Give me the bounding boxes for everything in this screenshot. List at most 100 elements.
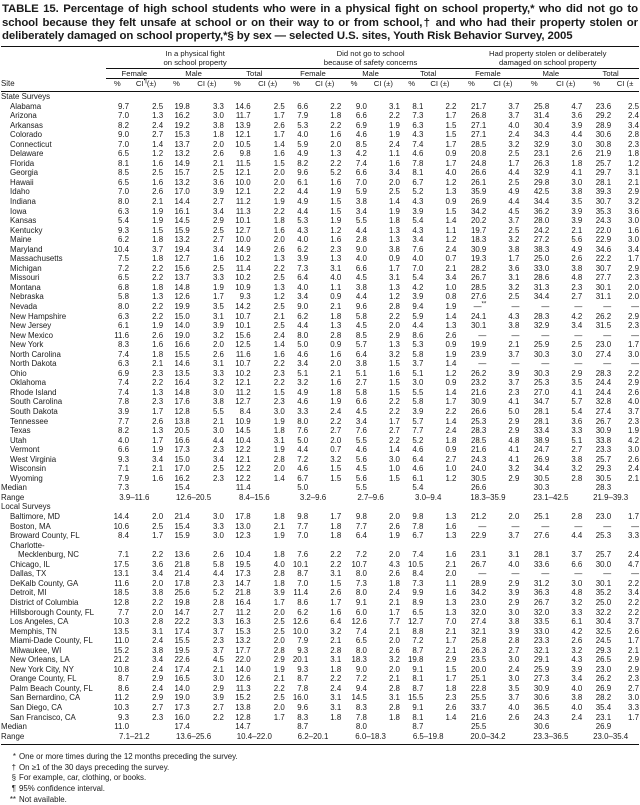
cell-percent-9: — [603, 302, 612, 311]
cell-percent-7: 27.4 [470, 617, 487, 627]
cell-ci-7: 3.8 [508, 321, 520, 331]
cell-ci-7: 3.7 [508, 101, 520, 111]
cell-percent-5: 5.5 [355, 216, 367, 226]
cell-ci-3: 2.5 [273, 273, 285, 283]
cell-percent-5: 7.4 [355, 158, 367, 168]
cell-percent-3: 9.8 [239, 149, 251, 159]
cell-percent-2: 14.4 [174, 196, 190, 206]
cell-ci-4: 1.2 [330, 225, 342, 235]
cell-ci-6: 1.2 [445, 473, 457, 483]
cell-percent-8: 26.7 [533, 597, 550, 607]
cell-percent-3: 14.2 [235, 302, 251, 311]
cell-ci-7: 3.0 [508, 674, 520, 684]
cell-percent-9: 23.0 [595, 512, 612, 522]
cell-ci-8: 3.9 [571, 120, 583, 130]
cell-ci-7: 2.5 [508, 177, 520, 187]
cell-percent-3: 15.6 [235, 330, 251, 340]
cell-ci-8: 3.3 [571, 426, 583, 436]
cell-percent-6: 7.3 [412, 111, 424, 121]
row-site-label: New York [10, 340, 44, 350]
cell-percent-6: 6.3 [412, 120, 424, 130]
cell-percent-5: 7.2 [355, 550, 367, 560]
cell-percent-6: 4.6 [412, 149, 424, 159]
column-header-pct-7: % [467, 79, 475, 89]
cell-ci-2: 3.6 [212, 177, 224, 187]
cell-percent-7: 28.3 [470, 426, 487, 436]
cell-percent-7: 32.0 [470, 607, 487, 617]
table-row: Miami-Dade County, FL 11.0 2.4 15.5 2.3 13.2 2… [1, 636, 639, 646]
cell-percent-6: 5.9 [412, 311, 424, 321]
cell-percent-6: 7.3 [412, 578, 424, 588]
cell-ci-1: 2.3 [152, 712, 164, 722]
cell-percent-7: 20.2 [470, 216, 487, 226]
cell-ci-9: 2.9 [628, 263, 639, 273]
cell-percent-6: 8.6 [412, 330, 424, 340]
cell-ci-7: — [511, 521, 520, 531]
table-title-text: Percentage of high school students who w… [2, 3, 638, 43]
cell-percent-4: 3.4 [297, 292, 309, 302]
group-header-fight-line2: on school property [163, 58, 227, 68]
cell-percent-6: 5.7 [412, 416, 424, 426]
cell-ci-1: 2.0 [152, 578, 164, 588]
cell-ci-3: 1.4 [273, 340, 285, 350]
cell-percent-2: 17.3 [174, 702, 190, 712]
cell-ci-2: 2.6 [212, 550, 224, 560]
cell-percent-1: 17.5 [113, 559, 130, 569]
cell-ci-2: 2.5 [212, 263, 224, 273]
cell-percent-1: 9.0 [118, 130, 130, 140]
cell-ci-3: 3.1 [273, 435, 285, 445]
cell-percent-6: 6.7 [412, 531, 424, 541]
range-value-6: 3.0–9.4 [415, 492, 442, 502]
cell-percent-5: 5.6 [355, 473, 367, 483]
cell-percent-4: 10.1 [292, 559, 309, 569]
cell-percent-9: 28.9 [595, 120, 612, 130]
cell-percent-3: 11.5 [235, 158, 251, 168]
median-value-7 [486, 483, 519, 493]
cell-ci-2: 1.6 [212, 254, 224, 264]
cell-percent-8: 31.3 [533, 282, 550, 292]
row-site-label: Tennessee [10, 416, 49, 426]
cell-percent-3: 10.2 [235, 254, 251, 264]
cell-ci-7: 2.4 [508, 664, 520, 674]
cell-percent-1: 6.1 [118, 321, 130, 331]
cell-percent-6: 8.7 [412, 683, 424, 693]
footnote-4: ¶ 95% confidence interval. [4, 784, 640, 795]
cell-ci-6: 2.0 [445, 569, 457, 579]
cell-percent-7: 19.3 [470, 254, 487, 264]
cell-percent-5: 8.0 [355, 588, 367, 598]
cell-percent-4: 7.9 [297, 111, 309, 121]
cell-percent-1: 12.8 [113, 597, 130, 607]
cell-ci-6: 1.6 [445, 588, 457, 598]
cell-percent-2: 14.0 [174, 683, 190, 693]
cell-percent-4: 4.9 [297, 196, 309, 206]
cell-percent-7: 23.9 [470, 349, 487, 359]
sex-header-safety-female: Female [284, 67, 342, 80]
cell-percent-5: 7.4 [355, 626, 367, 636]
cell-ci-8: — [574, 302, 583, 311]
group-header-property-line1: Had property stolen or deliberately [488, 48, 607, 58]
cell-ci-8: 2.1 [571, 225, 583, 235]
cell-percent-1: 8.0 [118, 196, 130, 206]
table-row: Indiana 8.0 2.1 14.4 2.7 11.2 1.9 4.9 1.5 3.8 1.4 4… [1, 197, 639, 207]
cell-ci-8: 2.6 [571, 636, 583, 646]
cell-percent-2: 16.6 [174, 340, 190, 350]
cell-ci-5: 1.8 [388, 216, 400, 226]
range-value-5: 2.7–9.6 [357, 492, 384, 502]
cell-percent-2: 19.4 [174, 244, 190, 254]
cell-percent-8: 33.0 [533, 626, 550, 636]
cell-percent-1: 8.0 [118, 302, 130, 311]
cell-percent-9: 30.4 [595, 617, 612, 627]
cell-ci-4: 2.7 [330, 426, 342, 436]
table-row: San Bernardino, CA 11.2 2.9 19.0 3.9 15.2 2.5 1… [1, 693, 639, 703]
cell-ci-8: 4.4 [571, 130, 583, 140]
row-site-label: Indiana [10, 196, 36, 206]
cell-ci-1: 1.8 [152, 349, 164, 359]
cell-ci-9: 3.4 [628, 120, 639, 130]
cell-percent-2: 15.4 [174, 521, 190, 531]
row-site-label: Missouri [10, 273, 40, 283]
group-header-safety-line1: Did not go to school [336, 48, 405, 58]
cell-percent-4: 4.6 [297, 397, 309, 407]
cell-ci-5: 3.8 [388, 244, 400, 254]
cell-ci-1: 2.6 [152, 416, 164, 426]
cell-ci-7: 2.1 [508, 340, 520, 350]
